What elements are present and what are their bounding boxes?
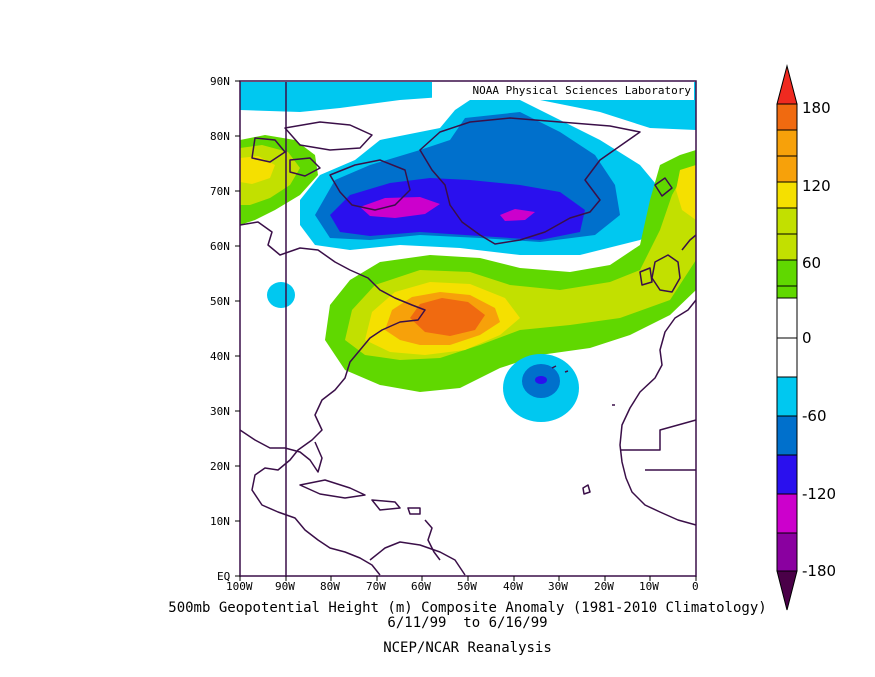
lon-label-60w: 60W [411,580,431,593]
coastlines [239,117,697,576]
caption-source: NCEP/NCAR Reanalysis [383,640,552,656]
ticks [235,80,697,581]
caption-dates: 6/11/99 to 6/16/99 [387,615,548,631]
negative-anomaly-great-lakes [267,282,295,308]
credit-label: NOAA Physical Sciences Laboratory [432,82,694,100]
lon-label-30w: 30W [548,580,568,593]
lat-label-50n: 50N [210,295,230,308]
positive-anomaly-canada-3 [240,156,275,184]
negative-anomaly-greenland-core-2 [500,209,535,221]
lon-label-20w: 20W [594,580,614,593]
colorbar [776,64,798,611]
colorbar-label-neg120: -120 [802,485,837,503]
lon-label-100w: 100W [226,580,253,593]
lon-label-0: 0 [692,580,699,593]
lon-label-90w: 90W [275,580,295,593]
negative-anomaly-greenland-3 [330,178,585,240]
lon-label-10w: 10W [639,580,659,593]
negative-anomaly-subtropical-core [535,376,547,384]
colorbar-label-neg180: -180 [802,562,837,580]
lat-label-70n: 70N [210,185,230,198]
anomaly-fill [240,82,696,422]
positive-anomaly-east-atlantic [676,165,696,220]
colorbar-label-180: 180 [802,99,831,117]
lat-label-eq: EQ [217,570,231,583]
lat-label-60n: 60N [210,240,230,253]
colorbar-label-120: 120 [802,177,831,195]
lon-label-50w: 50W [457,580,477,593]
lon-label-80w: 80W [320,580,340,593]
lat-label-40n: 40N [210,350,230,363]
positive-anomaly-atlantic-5 [410,298,485,336]
colorbar-label-0: 0 [802,329,812,347]
colorbar-label-60: 60 [802,254,822,272]
negative-anomaly-greenland-core [360,197,440,218]
caption-title: 500mb Geopotential Height (m) Composite … [168,600,767,616]
colorbar-label-neg60: -60 [802,407,827,425]
lon-label-70w: 70W [366,580,386,593]
lat-label-10n: 10N [210,515,230,528]
colorbar-top-arrow [776,64,798,105]
colorbar-bottom-arrow [776,570,798,611]
lat-label-20n: 20N [210,460,230,473]
lat-label-30n: 30N [210,405,230,418]
lat-label-90n: 90N [210,75,230,88]
lat-label-80n: 80N [210,130,230,143]
lon-label-40w: 40W [503,580,523,593]
